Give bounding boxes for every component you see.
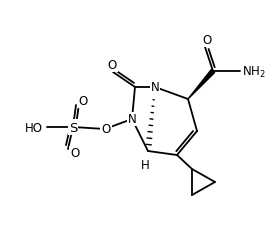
Text: O: O <box>101 123 111 136</box>
Polygon shape <box>188 70 215 99</box>
Text: S: S <box>69 121 77 134</box>
Text: O: O <box>70 147 80 160</box>
Text: NH$_2$: NH$_2$ <box>242 64 266 79</box>
Text: O: O <box>107 59 117 72</box>
Text: N: N <box>128 113 136 126</box>
Text: O: O <box>202 34 212 47</box>
Text: N: N <box>151 81 159 94</box>
Text: HO: HO <box>25 121 43 134</box>
Text: O: O <box>78 95 88 108</box>
Text: H: H <box>141 159 149 172</box>
